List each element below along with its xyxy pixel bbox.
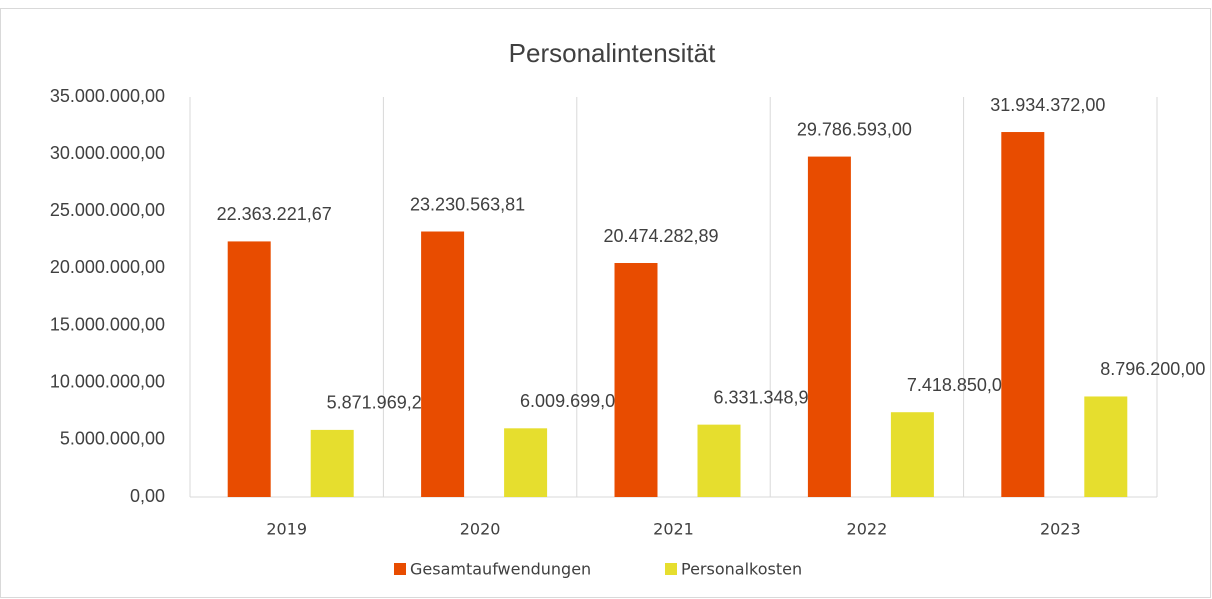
bar [890, 412, 934, 497]
bar [614, 263, 658, 497]
y-tick-label: 5.000.000,00 [60, 429, 165, 449]
data-label: 23.230.563,81 [410, 194, 525, 214]
bar [421, 231, 465, 497]
legend-swatch [394, 563, 406, 575]
bar [1001, 132, 1045, 497]
bar [697, 424, 741, 497]
bar [227, 241, 271, 497]
y-tick-label: 20.000.000,00 [50, 257, 165, 277]
legend-label: Personalkosten [681, 560, 802, 579]
data-label: 5.871.969,28 [327, 393, 432, 413]
data-label: 29.786.593,00 [797, 119, 912, 139]
legend-label: Gesamtaufwendungen [410, 560, 591, 579]
x-tick-label: 2022 [847, 520, 888, 539]
data-label: 8.796.200,00 [1100, 359, 1205, 379]
data-label: 31.934.372,00 [990, 95, 1105, 115]
chart-title: Personalintensität [509, 38, 716, 68]
bar [504, 428, 548, 497]
x-tick-label: 2019 [266, 520, 307, 539]
data-label: 22.363.221,67 [217, 204, 332, 224]
y-tick-label: 30.000.000,00 [50, 143, 165, 163]
bar [310, 429, 354, 497]
data-label: 6.009.699,07 [520, 391, 625, 411]
x-tick-label: 2021 [653, 520, 694, 539]
legend-swatch [665, 563, 677, 575]
data-label: 7.418.850,00 [907, 375, 1012, 395]
x-tick-label: 2020 [460, 520, 501, 539]
y-tick-label: 15.000.000,00 [50, 314, 165, 334]
y-tick-label: 0,00 [130, 486, 165, 506]
data-label: 6.331.348,95 [713, 387, 818, 407]
data-label: 20.474.282,89 [603, 226, 718, 246]
y-tick-label: 35.000.000,00 [50, 86, 165, 106]
x-tick-label: 2023 [1040, 520, 1081, 539]
y-tick-label: 10.000.000,00 [50, 371, 165, 391]
bar [1084, 396, 1128, 497]
y-tick-label: 25.000.000,00 [50, 200, 165, 220]
bar [807, 156, 851, 497]
